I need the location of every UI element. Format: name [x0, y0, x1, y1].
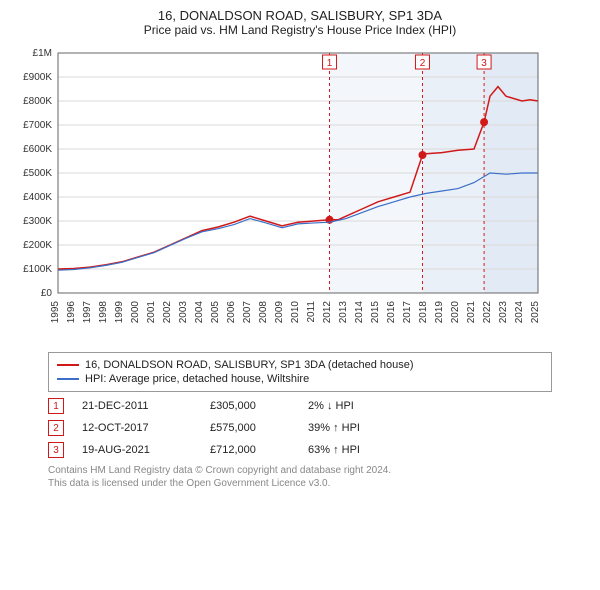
- sales-row: 2 12-OCT-2017 £575,000 39% ↑ HPI: [48, 420, 552, 436]
- y-tick-label: £200K: [23, 240, 52, 251]
- sale-price: £575,000: [210, 422, 290, 434]
- sales-row: 3 19-AUG-2021 £712,000 63% ↑ HPI: [48, 442, 552, 458]
- x-tick-label: 1995: [50, 301, 61, 324]
- x-tick-label: 2022: [482, 301, 493, 324]
- footnote: Contains HM Land Registry data © Crown c…: [48, 464, 552, 490]
- legend-swatch: [57, 378, 79, 380]
- x-tick-label: 2018: [418, 301, 429, 324]
- legend-label: HPI: Average price, detached house, Wilt…: [85, 373, 309, 385]
- y-tick-label: £900K: [23, 72, 52, 83]
- x-tick-label: 2020: [450, 301, 461, 324]
- x-tick-label: 2005: [210, 301, 221, 324]
- x-tick-label: 2006: [226, 301, 237, 324]
- sales-row: 1 21-DEC-2011 £305,000 2% ↓ HPI: [48, 398, 552, 414]
- legend-item: 16, DONALDSON ROAD, SALISBURY, SP1 3DA (…: [57, 359, 543, 371]
- y-tick-label: £1M: [33, 48, 52, 59]
- sale-price: £712,000: [210, 444, 290, 456]
- x-tick-label: 2009: [274, 301, 285, 324]
- sale-delta: 2% ↓ HPI: [308, 400, 408, 412]
- x-tick-label: 1997: [82, 301, 93, 324]
- y-tick-label: £300K: [23, 216, 52, 227]
- x-tick-label: 2008: [258, 301, 269, 324]
- x-tick-label: 2019: [434, 301, 445, 324]
- x-tick-label: 2023: [498, 301, 509, 324]
- sale-delta: 63% ↑ HPI: [308, 444, 408, 456]
- x-tick-label: 2011: [306, 301, 317, 323]
- x-tick-label: 2004: [194, 301, 205, 324]
- x-tick-label: 2001: [146, 301, 157, 324]
- y-tick-label: £100K: [23, 264, 52, 275]
- x-tick-label: 2014: [354, 301, 365, 324]
- y-tick-label: £0: [41, 288, 53, 299]
- x-tick-label: 2016: [386, 301, 397, 324]
- sale-marker-icon: 1: [48, 398, 64, 414]
- x-tick-label: 1998: [98, 301, 109, 324]
- page-title: 16, DONALDSON ROAD, SALISBURY, SP1 3DA: [8, 8, 592, 23]
- x-tick-label: 2007: [242, 301, 253, 324]
- x-tick-label: 2003: [178, 301, 189, 324]
- x-tick-label: 2015: [370, 301, 381, 324]
- footnote-line: This data is licensed under the Open Gov…: [48, 477, 552, 490]
- sales-table: 1 21-DEC-2011 £305,000 2% ↓ HPI 2 12-OCT-2017…: [48, 398, 552, 458]
- chart-container: £0 £100K £200K £300K £400K £500K £600K £700K £80…: [8, 43, 592, 346]
- legend-swatch: [57, 364, 79, 366]
- x-tick-label: 2000: [130, 301, 141, 324]
- x-tick-label: 2025: [530, 301, 541, 324]
- x-tick-label: 1996: [66, 301, 77, 324]
- x-tick-label: 2010: [290, 301, 301, 324]
- legend-label: 16, DONALDSON ROAD, SALISBURY, SP1 3DA (…: [85, 359, 414, 371]
- x-tick-label: 2013: [338, 301, 349, 324]
- price-chart: £0 £100K £200K £300K £400K £500K £600K £700K £80…: [8, 43, 548, 343]
- y-tick-label: £400K: [23, 192, 52, 203]
- sale-marker-number: 1: [327, 58, 333, 69]
- sale-delta: 39% ↑ HPI: [308, 422, 408, 434]
- sale-price: £305,000: [210, 400, 290, 412]
- x-tick-label: 2012: [322, 301, 333, 324]
- legend: 16, DONALDSON ROAD, SALISBURY, SP1 3DA (…: [48, 352, 552, 392]
- sale-date: 12-OCT-2017: [82, 422, 192, 434]
- y-tick-label: £500K: [23, 168, 52, 179]
- legend-item: HPI: Average price, detached house, Wilt…: [57, 373, 543, 385]
- x-tick-label: 2024: [514, 301, 525, 324]
- y-tick-label: £600K: [23, 144, 52, 155]
- x-tick-label: 2021: [466, 301, 477, 324]
- sale-marker-number: 3: [481, 58, 487, 69]
- x-tick-label: 2017: [402, 301, 413, 324]
- x-tick-label: 2002: [162, 301, 173, 324]
- sale-marker-icon: 3: [48, 442, 64, 458]
- x-tick-label: 1999: [114, 301, 125, 324]
- sale-date: 19-AUG-2021: [82, 444, 192, 456]
- sale-date: 21-DEC-2011: [82, 400, 192, 412]
- y-tick-label: £800K: [23, 96, 52, 107]
- sale-marker-icon: 2: [48, 420, 64, 436]
- page-subtitle: Price paid vs. HM Land Registry's House …: [8, 23, 592, 37]
- footnote-line: Contains HM Land Registry data © Crown c…: [48, 464, 552, 477]
- y-tick-label: £700K: [23, 120, 52, 131]
- sale-marker-number: 2: [420, 58, 426, 69]
